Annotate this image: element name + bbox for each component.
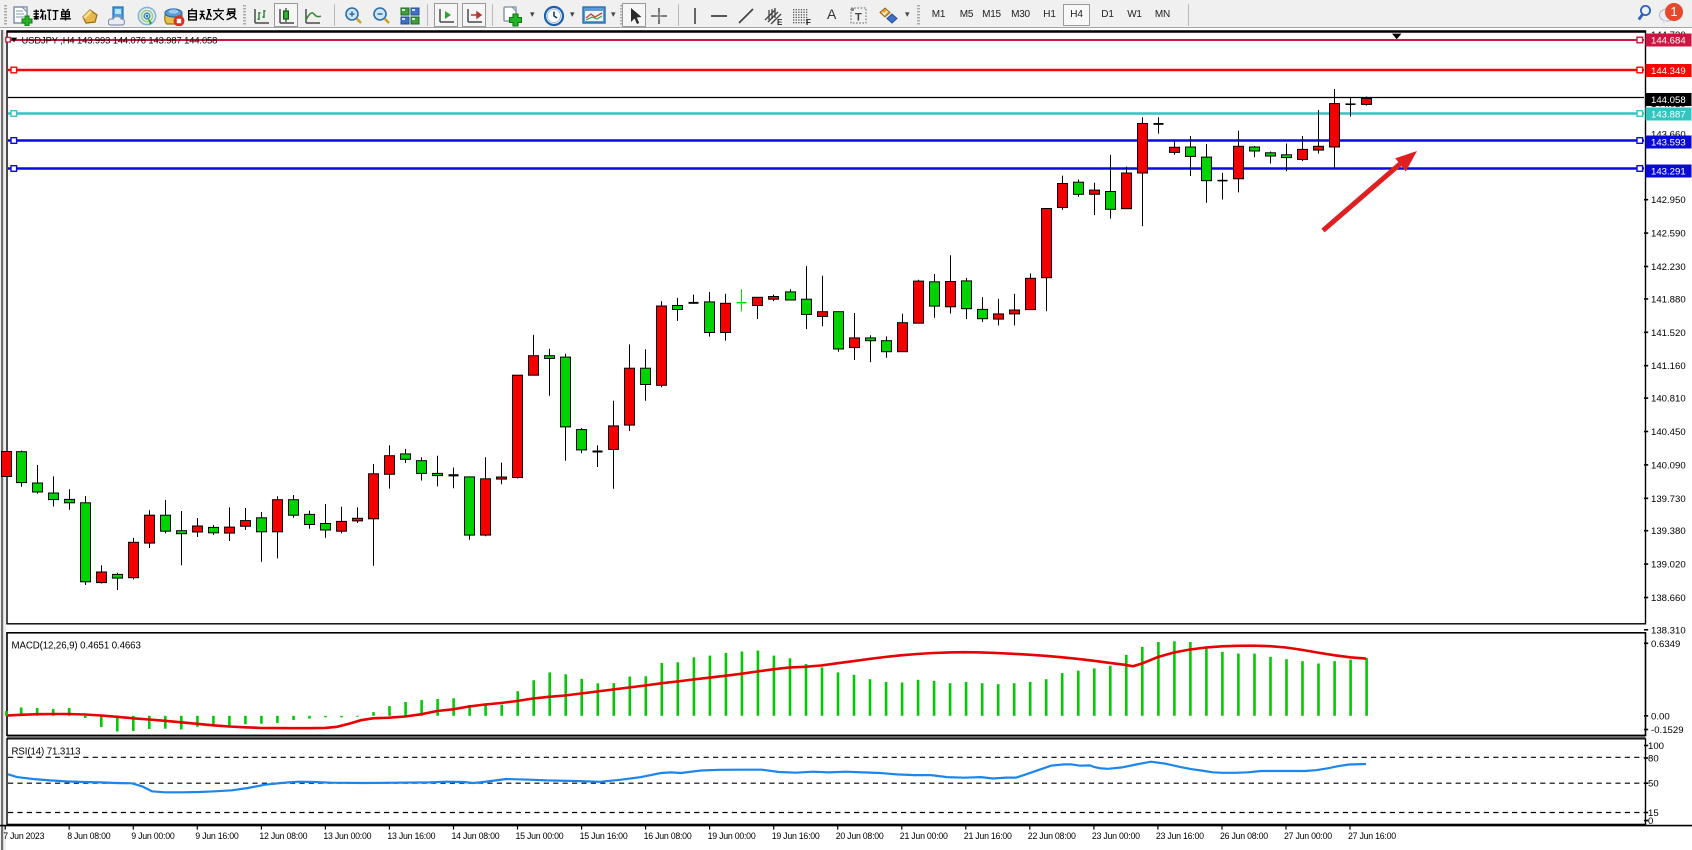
svg-text:13 Jun 16:00: 13 Jun 16:00 (387, 831, 435, 841)
svg-text:143.660: 143.660 (1651, 129, 1686, 140)
svg-text:144.058: 144.058 (1651, 95, 1686, 106)
svg-text:140.090: 140.090 (1651, 460, 1686, 471)
svg-text:143.291: 143.291 (1651, 167, 1686, 178)
svg-text:9 Jun 16:00: 9 Jun 16:00 (195, 831, 239, 841)
svg-text:80: 80 (1648, 754, 1659, 765)
svg-text:143.887: 143.887 (1651, 110, 1686, 121)
svg-text:E: E (777, 18, 783, 26)
svg-text:0.6349: 0.6349 (1651, 639, 1680, 650)
svg-text:138.310: 138.310 (1651, 625, 1686, 636)
svg-text:23 Jun 16:00: 23 Jun 16:00 (1156, 831, 1204, 841)
svg-text:8 Jun 08:00: 8 Jun 08:00 (67, 831, 111, 841)
svg-text:T: T (855, 12, 862, 24)
svg-text:MACD(12,26,9) 0.4651 0.4663: MACD(12,26,9) 0.4651 0.4663 (12, 641, 141, 652)
svg-text:USDJPY ,H4 143.993 144.076 14: USDJPY ,H4 143.993 144.076 143.987 144.0… (22, 35, 218, 46)
svg-text:144.349: 144.349 (1651, 66, 1686, 77)
svg-text:9 Jun 00:00: 9 Jun 00:00 (131, 831, 175, 841)
svg-text:-0.1529: -0.1529 (1651, 725, 1684, 736)
svg-text:15: 15 (1648, 808, 1659, 819)
svg-text:0.00: 0.00 (1651, 711, 1670, 722)
svg-text:21 Jun 00:00: 21 Jun 00:00 (900, 831, 948, 841)
svg-text:139.020: 139.020 (1651, 560, 1686, 571)
svg-text:F: F (806, 18, 811, 26)
svg-text:139.380: 139.380 (1651, 526, 1686, 537)
svg-text:138.660: 138.660 (1651, 593, 1686, 604)
svg-text:7 Jun 2023: 7 Jun 2023 (3, 831, 44, 841)
svg-text:19 Jun 16:00: 19 Jun 16:00 (772, 831, 820, 841)
svg-text:20 Jun 08:00: 20 Jun 08:00 (836, 831, 884, 841)
svg-text:RSI(14) 71.3113: RSI(14) 71.3113 (12, 747, 81, 758)
svg-text:140.810: 140.810 (1651, 394, 1686, 405)
svg-text:142.950: 142.950 (1651, 195, 1686, 206)
svg-text:140.450: 140.450 (1651, 427, 1686, 438)
svg-text:27 Jun 16:00: 27 Jun 16:00 (1348, 831, 1396, 841)
svg-text:100: 100 (1648, 741, 1664, 752)
svg-text:12 Jun 08:00: 12 Jun 08:00 (259, 831, 307, 841)
svg-text:139.730: 139.730 (1651, 494, 1686, 505)
svg-text:22 Jun 08:00: 22 Jun 08:00 (1028, 831, 1076, 841)
svg-text:27 Jun 00:00: 27 Jun 00:00 (1284, 831, 1332, 841)
svg-text:141.880: 141.880 (1651, 294, 1686, 305)
svg-text:15 Jun 16:00: 15 Jun 16:00 (580, 831, 628, 841)
svg-text:14 Jun 08:00: 14 Jun 08:00 (452, 831, 500, 841)
svg-text:21 Jun 16:00: 21 Jun 16:00 (964, 831, 1012, 841)
svg-text:142.590: 142.590 (1651, 229, 1686, 240)
svg-text:141.160: 141.160 (1651, 361, 1686, 372)
svg-text:50: 50 (1648, 779, 1659, 790)
svg-text:26 Jun 08:00: 26 Jun 08:00 (1220, 831, 1268, 841)
svg-text:16 Jun 08:00: 16 Jun 08:00 (644, 831, 692, 841)
svg-text:144.684: 144.684 (1651, 36, 1686, 47)
svg-text:13 Jun 00:00: 13 Jun 00:00 (323, 831, 371, 841)
svg-text:23 Jun 00:00: 23 Jun 00:00 (1092, 831, 1140, 841)
svg-text:141.520: 141.520 (1651, 328, 1686, 339)
svg-text:143.593: 143.593 (1651, 138, 1686, 149)
svg-text:0: 0 (1648, 816, 1653, 827)
svg-text:142.230: 142.230 (1651, 262, 1686, 273)
svg-text:15 Jun 00:00: 15 Jun 00:00 (516, 831, 564, 841)
svg-text:19 Jun 00:00: 19 Jun 00:00 (708, 831, 756, 841)
